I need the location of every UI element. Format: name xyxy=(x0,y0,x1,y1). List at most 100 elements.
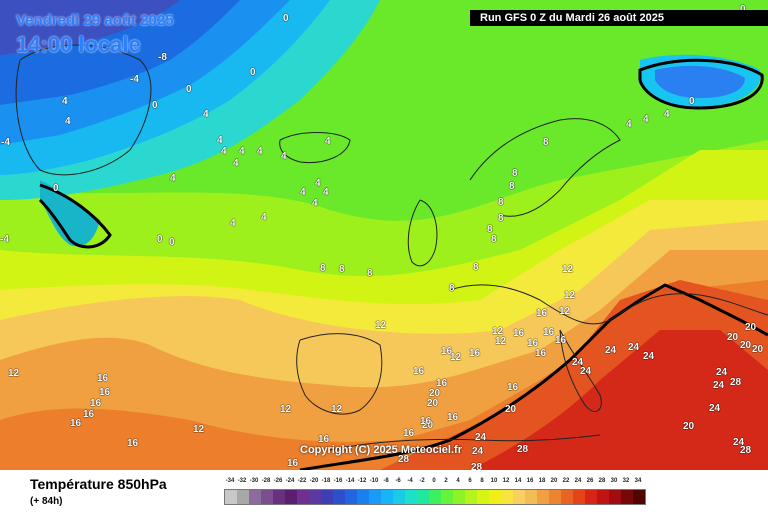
isotherm-label: 0 xyxy=(250,67,256,78)
isotherm-label: 8 xyxy=(491,234,497,245)
isotherm-label: 20 xyxy=(740,340,752,351)
isotherm-label: 16 xyxy=(469,348,481,359)
legend-tick: -30 xyxy=(249,478,259,484)
isotherm-label: 20 xyxy=(505,404,517,415)
color-field-blue-east xyxy=(655,65,745,98)
isotherm-label: 12 xyxy=(280,404,292,415)
legend-tick: 26 xyxy=(586,478,594,484)
isotherm-label: 4 xyxy=(315,178,321,189)
isotherm-label: 16 xyxy=(447,412,459,423)
isotherm-label: 8 xyxy=(512,168,518,179)
isotherm-label: 16 xyxy=(287,458,299,469)
isotherm-label: 12 xyxy=(564,290,576,301)
legend-swatch xyxy=(309,490,321,504)
legend-swatch xyxy=(633,490,645,504)
legend-tick: -4 xyxy=(407,478,413,484)
isotherm-label: -4 xyxy=(130,74,139,85)
isotherm-label: 20 xyxy=(745,322,757,333)
isotherm-label: 12 xyxy=(193,424,205,435)
isotherm-label: 16 xyxy=(513,328,525,339)
isotherm-label: 0 xyxy=(169,237,175,248)
legend-tick: -34 xyxy=(225,478,235,484)
isotherm-label: 4 xyxy=(300,187,306,198)
isotherm-label: 20 xyxy=(727,332,739,343)
legend-swatch xyxy=(381,490,393,504)
legend-swatch xyxy=(489,490,501,504)
legend-swatch xyxy=(597,490,609,504)
isotherm-label: 24 xyxy=(472,446,484,457)
legend-tick: 24 xyxy=(574,478,582,484)
legend-tick: 16 xyxy=(526,478,534,484)
legend-tick: -20 xyxy=(309,478,319,484)
legend-tick: 6 xyxy=(468,478,472,484)
legend-swatch xyxy=(453,490,465,504)
legend-swatch xyxy=(249,490,261,504)
isotherm-label: 16 xyxy=(535,348,547,359)
isotherm-label: 12 xyxy=(331,404,343,415)
legend-swatch xyxy=(285,490,297,504)
isotherm-label: 12 xyxy=(492,326,504,337)
isotherm-20-south xyxy=(299,283,768,470)
iberian-coast xyxy=(296,333,383,415)
legend-tick: 20 xyxy=(550,478,558,484)
isotherm-label: 4 xyxy=(643,114,649,125)
legend-tick: 22 xyxy=(562,478,570,484)
isotherm-label: 16 xyxy=(83,409,95,420)
isotherm-label: 24 xyxy=(709,403,721,414)
color-field-dark-red xyxy=(470,330,768,470)
isotherm-label: 8 xyxy=(339,264,345,275)
isotherm-label: 20 xyxy=(422,420,434,431)
legend-tick: 10 xyxy=(490,478,498,484)
isotherm-label: 16 xyxy=(536,308,548,319)
legend-swatch xyxy=(537,490,549,504)
legend-tick: 8 xyxy=(480,478,484,484)
legend-swatch xyxy=(573,490,585,504)
forecast-time: 14:00 locale xyxy=(16,32,141,57)
isotherm-label: 20 xyxy=(427,398,439,409)
isotherm-label: 12 xyxy=(375,320,387,331)
isotherm-label: 0 xyxy=(689,96,695,107)
legend-swatch xyxy=(273,490,285,504)
legend-swatch xyxy=(261,490,273,504)
scandinavia-coast xyxy=(469,118,621,217)
isotherm-label: 8 xyxy=(320,263,326,274)
legend-swatch xyxy=(345,490,357,504)
isotherm-label: 20 xyxy=(752,344,764,355)
legend-swatch xyxy=(225,490,237,504)
isotherm-label: 4 xyxy=(203,109,209,120)
isotherm-label: 8 xyxy=(509,181,515,192)
legend-tick: -32 xyxy=(237,478,247,484)
isotherm-label: 4 xyxy=(217,135,223,146)
isotherm-label: 16 xyxy=(543,327,555,338)
legend-tick: 34 xyxy=(634,478,642,484)
legend-swatch xyxy=(477,490,489,504)
isotherm-label: 8 xyxy=(473,262,479,273)
legend-swatch xyxy=(237,490,249,504)
isotherm-label: 12 xyxy=(495,336,507,347)
footer-panel: Température 850hPa (+ 84h) -34 -32 -30 -28-… xyxy=(0,470,768,512)
isotherm-label: 4 xyxy=(233,158,239,169)
legend-swatch xyxy=(405,490,417,504)
isotherm-label: 8 xyxy=(498,197,504,208)
isotherm-label: 0 xyxy=(186,84,192,95)
isotherm-label: 24 xyxy=(605,345,617,356)
isotherm-label: 24 xyxy=(572,357,584,368)
legend-swatch xyxy=(297,490,309,504)
color-legend xyxy=(224,489,646,505)
legend-tick: 4 xyxy=(456,478,460,484)
isotherm-label: 16 xyxy=(70,418,82,429)
isotherm-label: -8 xyxy=(158,52,167,63)
copyright-text: Copyright (C) 2025 Meteociel.fr xyxy=(300,444,462,456)
legend-tick: -24 xyxy=(285,478,295,484)
isotherm-label: 12 xyxy=(562,264,574,275)
isotherm-label: 12 xyxy=(450,352,462,363)
legend-tick: -12 xyxy=(357,478,367,484)
italy-coast xyxy=(559,329,602,412)
north-africa-coast xyxy=(329,434,601,451)
isotherm-label: 16 xyxy=(441,346,453,357)
legend-swatch xyxy=(357,490,369,504)
isotherm-label: 12 xyxy=(8,368,20,379)
legend-tick: 28 xyxy=(598,478,606,484)
legend-swatch xyxy=(417,490,429,504)
isotherm-label: 0 xyxy=(157,234,163,245)
